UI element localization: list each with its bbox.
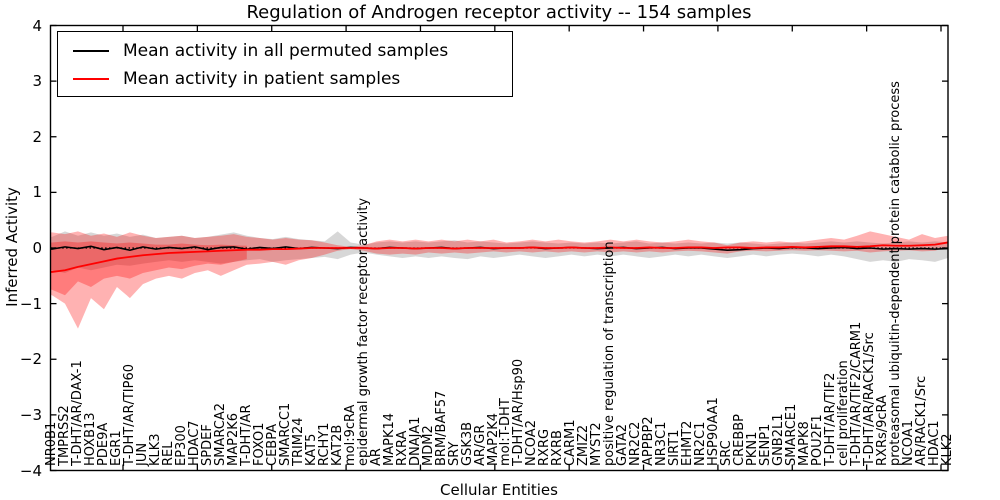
entity-label: SPDEF (199, 424, 215, 466)
entity-label: epidermal growth factor receptor activit… (355, 197, 371, 466)
legend-line-patient (73, 78, 109, 80)
entity-label: TRIM24 (290, 417, 306, 466)
entity-label: MAP2K6 (225, 412, 241, 466)
y-tick-label: −3 (19, 405, 42, 424)
entity-label: AR (368, 448, 384, 466)
confidence-band-inner (50, 241, 247, 296)
y-tick-label: 4 (32, 16, 42, 35)
y-tick-label: 0 (32, 239, 42, 257)
entity-label: DNAJA1 (407, 416, 423, 466)
confidence-band (50, 231, 948, 274)
entity-label: CEBPA (264, 423, 280, 466)
entity-label: AR/GR (472, 424, 488, 466)
y-tick-label: 2 (32, 127, 42, 146)
entity-label: BRM/BAF57 (433, 390, 449, 466)
entity-label: RCHY1 (316, 422, 332, 466)
legend-line-permuted (73, 50, 109, 52)
mean-line (50, 241, 949, 273)
entity-label: KAT5 (303, 433, 319, 466)
entity-label: MDM2 (420, 425, 436, 466)
entity-label: HOXB13 (82, 412, 98, 466)
entity-label: proteasomal ubiquitin-dependent protein … (888, 81, 904, 466)
legend: Mean activity in all permuted samples Me… (57, 31, 513, 97)
entity-label: KLK3 (147, 433, 163, 466)
entity-label: PDE9A (95, 422, 111, 466)
entity-label: EP300 (173, 425, 189, 466)
entity-label: FOXO1 (251, 422, 267, 466)
y-tick-label: −2 (19, 350, 42, 369)
legend-item: Mean activity in all permuted samples (58, 39, 512, 63)
y-tick-label: 1 (32, 183, 42, 202)
entity-label: GSK3B (459, 421, 475, 466)
y-tick-label: 3 (32, 72, 42, 91)
entity-label: EGR1 (108, 430, 124, 466)
entity-label: RXRA (394, 430, 410, 466)
entity-label: HDAC7 (186, 420, 202, 466)
confidence-band (50, 231, 948, 329)
x-axis-label: Cellular Entities (440, 481, 558, 499)
legend-item: Mean activity in patient samples (58, 67, 512, 91)
entity-label: T-DHT/AR/TIP60 (121, 363, 137, 466)
y-tick-label: −4 (19, 461, 42, 480)
chart-title: Regulation of Androgen receptor activity… (246, 2, 752, 23)
entity-label: SRY (446, 441, 462, 466)
entity-label: REL (160, 441, 176, 467)
y-tick-label: −1 (19, 294, 42, 313)
entity-label: JUN (134, 442, 150, 466)
entity-label: KAT2B (329, 424, 345, 466)
entity-label: KLK2 (940, 433, 955, 466)
entity-label: mol:9cRA (342, 404, 358, 466)
legend-item-label: Mean activity in patient samples (123, 69, 401, 89)
entity-label: MAPK14 (381, 412, 397, 466)
entity-label: SMARCA2 (212, 403, 228, 466)
legend-item-label: Mean activity in all permuted samples (123, 41, 449, 61)
entity-label: T-DHT/AR (238, 404, 254, 466)
entity-label: SMARCC1 (277, 402, 293, 466)
